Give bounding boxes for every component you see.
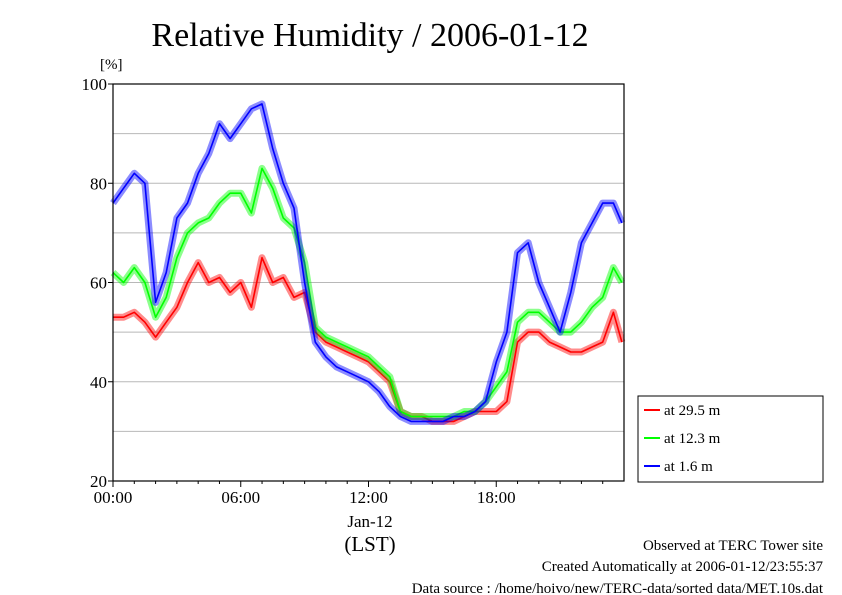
footer-created: Created Automatically at 2006-01-12/23:5… (542, 559, 824, 575)
legend-box (637, 395, 824, 483)
y-tick-label: 20 (90, 472, 107, 491)
series-lines (110, 100, 626, 425)
y-tick-label: 80 (90, 174, 107, 193)
legend-label-1-6m: at 1.6 m (664, 459, 713, 475)
date-label: Jan-12 (347, 512, 392, 531)
series-line-1 (112, 167, 623, 418)
legend-label-12-3m: at 12.3 m (664, 431, 721, 447)
x-tick-label: 00:00 (94, 488, 133, 507)
x-axis-label: (LST) (344, 532, 395, 556)
grid-lines (113, 133, 624, 432)
y-axis-label: [%] (100, 57, 123, 73)
series-line-0 (113, 256, 623, 423)
legend: at 29.5 m at 12.3 m at 1.6 m (637, 395, 824, 483)
y-tick-label: 100 (82, 75, 108, 94)
axis-ticks: 20 40 60 80 100 00:00 06:00 12:00 18:00 (82, 75, 604, 507)
y-tick-label: 60 (90, 274, 107, 293)
chart-title: Relative Humidity / 2006-01-12 (151, 17, 588, 54)
y-tick-label: 40 (90, 373, 107, 392)
legend-label-29-5m: at 29.5 m (664, 403, 721, 419)
series-line-2 (112, 103, 623, 423)
x-tick-label: 12:00 (349, 488, 388, 507)
series-band-2 (110, 100, 626, 425)
footer-source: Data source : /home/hoivo/new/TERC-data/… (412, 581, 824, 595)
x-tick-label: 06:00 (221, 488, 260, 507)
x-tick-label: 18:00 (477, 488, 516, 507)
footer-site: Observed at TERC Tower site (643, 538, 823, 554)
